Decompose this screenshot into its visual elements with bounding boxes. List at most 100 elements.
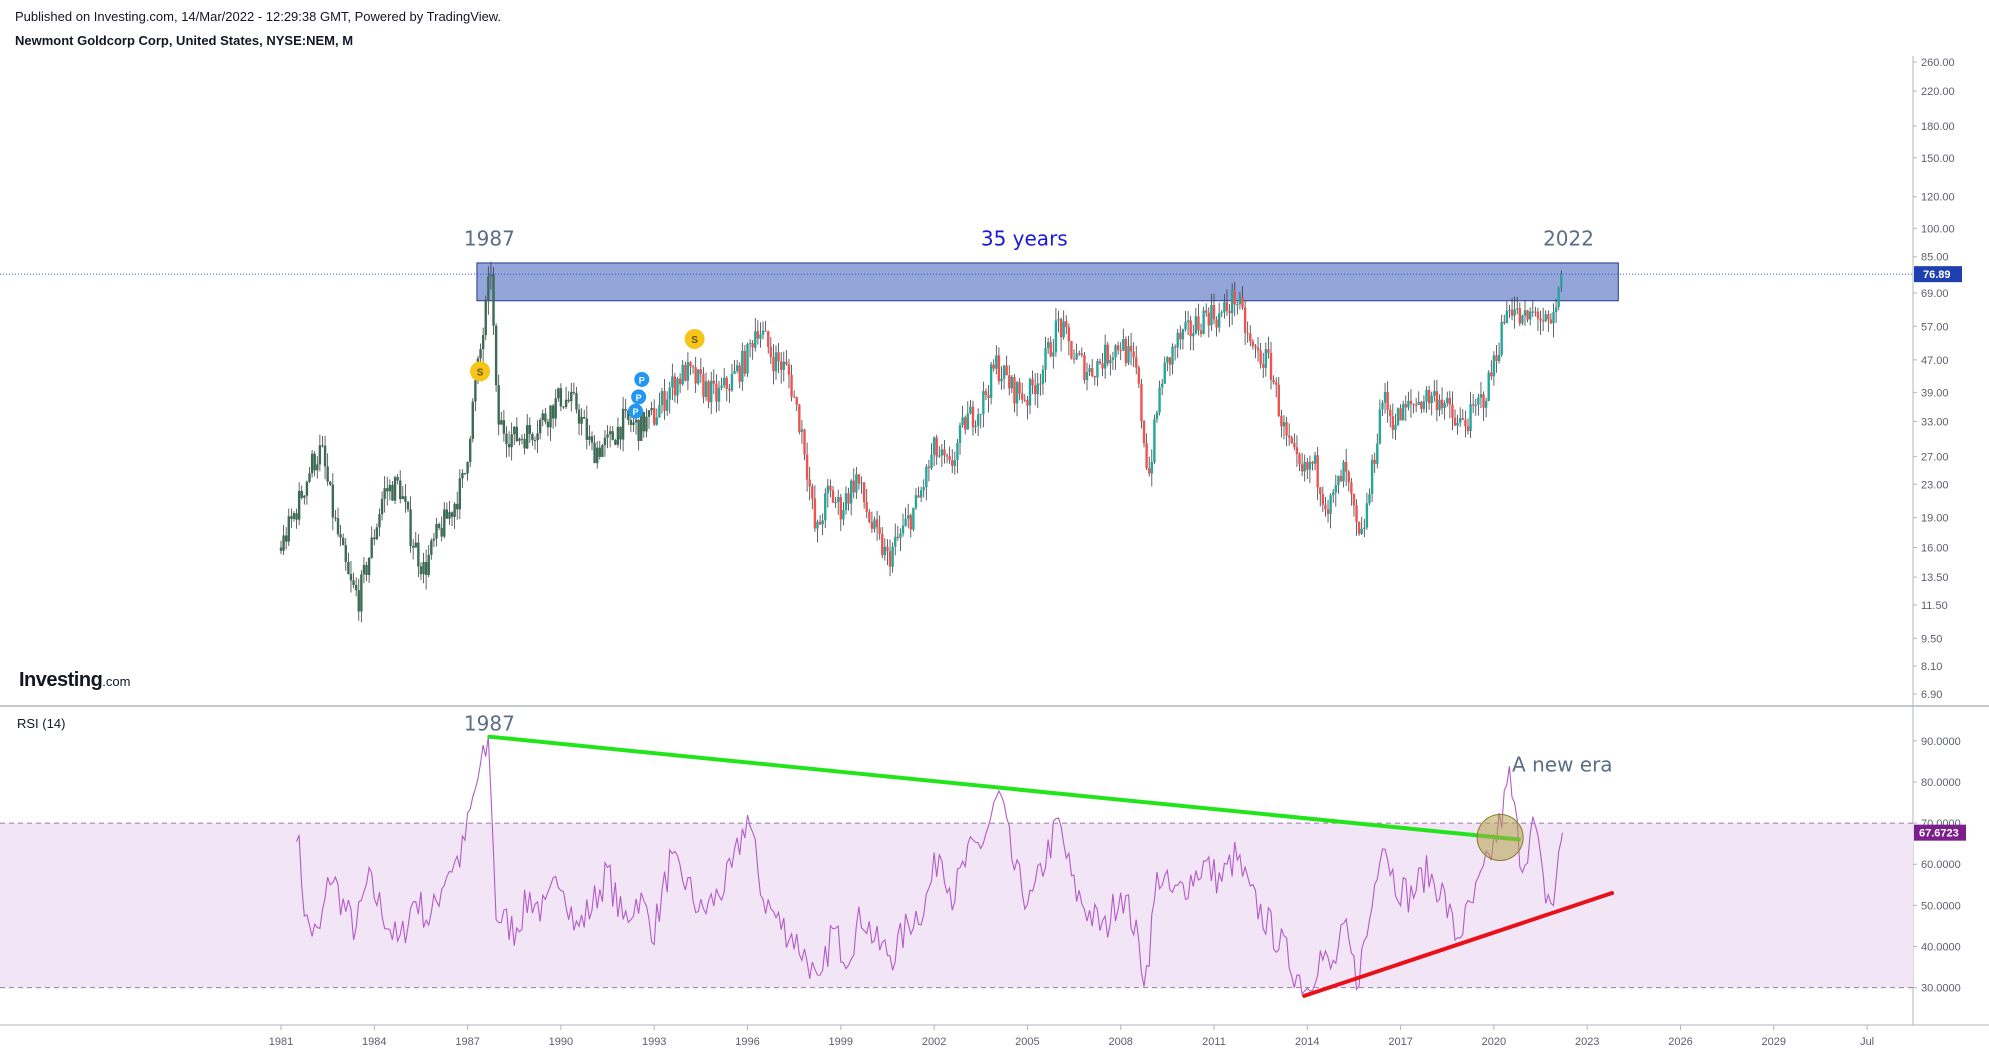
candle-body — [1479, 394, 1483, 398]
candle-body — [1311, 461, 1314, 464]
highlight-circle[interactable] — [1476, 813, 1524, 861]
candle-body — [326, 466, 329, 482]
candle-body — [653, 407, 656, 425]
time-axis[interactable]: 1981 1984 1987 1990 1993 1996 1999 2002 2005 2008… — [269, 1025, 1874, 1048]
candle-body — [541, 413, 544, 420]
split-marker[interactable] — [470, 361, 491, 382]
candle-body — [1523, 310, 1527, 316]
candle-body — [782, 361, 785, 370]
candle-body — [717, 387, 721, 402]
green-trendline[interactable] — [487, 734, 1521, 842]
candle-body — [665, 399, 669, 411]
candle-body — [917, 495, 920, 498]
candle-body — [570, 391, 573, 402]
dividend-marker[interactable] — [628, 403, 644, 419]
candle-body — [738, 365, 741, 382]
candle-body — [1018, 382, 1021, 394]
candle-body — [870, 521, 874, 529]
price-axis[interactable]: 6.90 8.10 9.50 11.50 13.50 16.00 19.00 23.00 27.… — [1913, 57, 1966, 995]
candle-body — [710, 380, 713, 403]
candle-body — [1337, 475, 1340, 486]
candle-body — [549, 405, 552, 428]
candle-body — [1378, 409, 1382, 444]
candle-body — [1054, 320, 1058, 353]
candle-body — [676, 378, 679, 396]
candle-body — [284, 535, 288, 542]
candle-body — [681, 364, 684, 385]
rsi-indicator-label[interactable]: RSI (14) — [17, 716, 65, 731]
candle-body — [1140, 383, 1143, 422]
candle-body — [1306, 462, 1309, 470]
candle-body — [1075, 353, 1078, 360]
candle-body — [808, 479, 811, 487]
candle-body — [1324, 504, 1327, 510]
candle-body — [1010, 376, 1014, 389]
candle-body — [1103, 344, 1107, 369]
candle-body — [935, 437, 938, 457]
candle-body — [308, 473, 311, 482]
resistance-zone[interactable] — [476, 262, 1619, 302]
candle-body — [1005, 365, 1008, 376]
candle-body — [595, 447, 599, 464]
candle-body — [1132, 351, 1135, 358]
candle-body — [1207, 312, 1211, 326]
candle-body — [1228, 310, 1231, 314]
time-tick-label: 1999 — [829, 1036, 853, 1048]
candle-body — [1059, 319, 1063, 338]
candle-body — [1078, 353, 1081, 355]
candle-body — [1189, 320, 1192, 337]
candle-body — [1096, 361, 1099, 378]
candle-body — [1316, 455, 1319, 488]
candle-body — [1461, 418, 1464, 420]
candle-body — [1516, 308, 1519, 310]
candle-body — [1308, 461, 1312, 470]
candle-body — [927, 466, 931, 469]
candle-body — [984, 391, 988, 396]
candle-body — [443, 509, 446, 537]
candle-body — [1238, 296, 1242, 305]
candle-body — [352, 580, 355, 585]
price-tick-label: 11.50 — [1921, 600, 1948, 612]
dividend-marker[interactable] — [634, 371, 650, 387]
candle-body — [505, 433, 508, 445]
candle-body — [1129, 345, 1133, 352]
candle-body — [686, 362, 690, 381]
candle-body — [318, 445, 322, 465]
candle-body — [471, 401, 474, 439]
candle-body — [1503, 321, 1506, 324]
candle-body — [1396, 408, 1400, 425]
candle-body — [1495, 355, 1498, 361]
candle-body — [1280, 415, 1283, 427]
candle-body — [824, 493, 827, 521]
candle-body — [1241, 296, 1244, 308]
dividend-marker[interactable] — [631, 389, 647, 405]
red-trendline[interactable] — [1302, 891, 1615, 998]
candle-body — [1368, 494, 1371, 504]
candle-body — [393, 477, 397, 501]
time-tick-label: Jul — [1860, 1036, 1874, 1048]
candle-body — [1085, 372, 1089, 381]
candle-body — [691, 366, 695, 368]
candle-body — [1065, 321, 1068, 328]
price-annotation-2: 2022 — [1543, 226, 1594, 250]
candle-body — [611, 431, 614, 441]
candle-body — [502, 420, 506, 434]
candle-body — [456, 503, 459, 510]
candle-body — [637, 419, 640, 441]
candle-body — [616, 426, 620, 445]
candle-body — [1251, 341, 1255, 347]
split-marker[interactable] — [684, 328, 705, 349]
price-tick-label: 150.00 — [1921, 153, 1955, 165]
candle-body — [383, 488, 386, 499]
candle-body — [1298, 454, 1301, 465]
candle-body — [779, 361, 783, 370]
candle-body — [1039, 383, 1042, 385]
candle-body — [362, 564, 366, 575]
candle-body — [334, 517, 337, 519]
candle-body — [515, 426, 519, 441]
rsi-tick-label: 30.0000 — [1921, 983, 1961, 995]
candle-body — [1155, 412, 1159, 420]
candle-body — [1487, 372, 1490, 401]
candle-body — [536, 433, 539, 441]
